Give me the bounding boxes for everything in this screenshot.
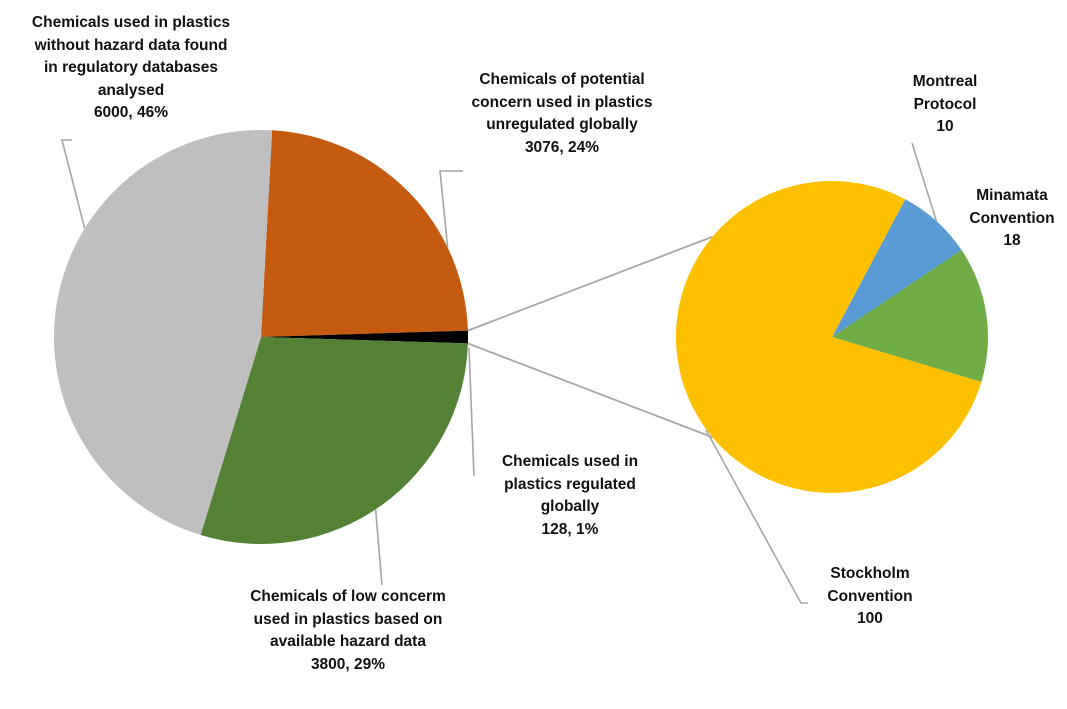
slice-stockholm	[675, 180, 982, 493]
leader-lines	[60, 139, 938, 604]
connector-lines	[467, 235, 713, 439]
slice-unregulated	[261, 130, 468, 337]
label-montreal-line-0: Montreal	[912, 73, 978, 90]
label-nohazard-line-4: 6000, 46%	[93, 104, 169, 121]
label-minamata: Minamata Convention 18	[952, 185, 1067, 253]
label-lowconcern: Chemicals of low concerm used in plastics…	[216, 586, 480, 676]
label-regulated: Chemicals used in plastics regulated globa…	[470, 451, 670, 541]
label-minamata-line-1: Convention	[969, 209, 1055, 227]
connector-bottom	[467, 342, 713, 439]
label-lowconcern-line-3: 3800, 29%	[310, 655, 386, 673]
label-stockholm-line-0: Stockholm	[830, 565, 910, 582]
label-nohazard-line-0: Chemicals used in plastics	[31, 14, 231, 31]
connector-top	[467, 235, 713, 332]
label-lowconcern-line-2: available hazard data	[270, 633, 426, 650]
label-montreal-line-1: Protocol	[913, 95, 977, 113]
label-stockholm-line-2: 100	[857, 610, 883, 627]
main-pie	[53, 130, 468, 545]
slice-lowconcern	[200, 337, 468, 545]
slice-montreal	[832, 199, 962, 337]
leader-regulated	[468, 347, 475, 477]
label-stockholm: Stockholm Convention 100	[800, 563, 940, 631]
label-regulated-line-0: Chemicals used in	[501, 453, 639, 470]
leader-stockholm	[705, 429, 808, 604]
label-unregulated-line-3: 3076, 24%	[524, 138, 600, 156]
label-nohazard-line-3: analysed	[97, 81, 165, 99]
label-unregulated-line-0: Chemicals of potential	[479, 71, 645, 88]
label-unregulated-line-2: unregulated globally	[486, 116, 638, 133]
label-unregulated-line-1: concern used in plastics	[471, 93, 653, 111]
leader-montreal	[911, 142, 938, 222]
label-lowconcern-line-1: used in plastics based on	[253, 610, 443, 628]
label-nohazard: Chemicals used in plastics without hazard…	[2, 12, 260, 125]
label-minamata-line-0: Minamata	[976, 187, 1048, 204]
label-unregulated: Chemicals of potential concern used in pl…	[438, 69, 686, 159]
label-regulated-line-2: globally	[540, 498, 600, 515]
label-stockholm-line-1: Convention	[827, 587, 913, 605]
label-regulated-line-1: plastics regulated	[504, 475, 636, 493]
leader-lowconcern	[374, 509, 383, 586]
label-nohazard-line-2: in regulatory databases	[43, 59, 218, 76]
label-nohazard-line-1: without hazard data found	[34, 36, 228, 54]
leader-unregulated	[439, 170, 463, 248]
slice-nohazard	[53, 130, 273, 535]
label-montreal: Montreal Protocol 10	[880, 71, 1010, 139]
label-montreal-line-2: 10	[936, 118, 954, 135]
label-lowconcern-line-0: Chemicals of low concerm	[250, 588, 446, 605]
slice-regulated	[261, 330, 468, 344]
label-regulated-line-3: 128, 1%	[541, 520, 599, 538]
slice-minamata	[832, 250, 988, 382]
breakdown-pie	[675, 180, 988, 493]
leader-nohazard	[60, 139, 86, 229]
label-minamata-line-2: 18	[1003, 232, 1021, 249]
